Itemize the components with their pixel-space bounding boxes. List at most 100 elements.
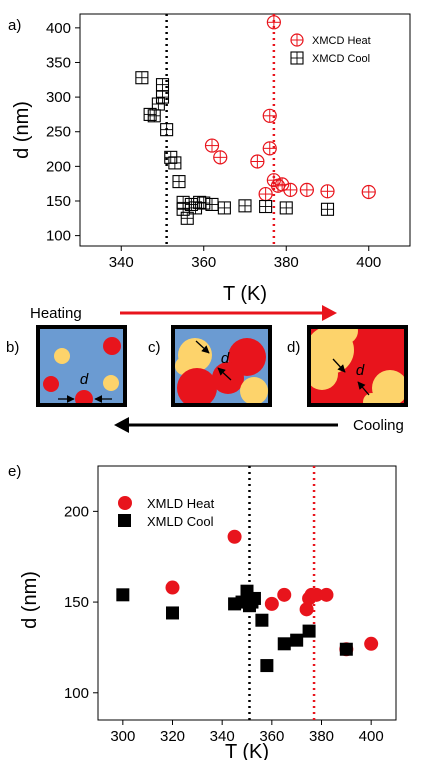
xmld-cool-point <box>116 588 130 602</box>
x-tick-label: 400 <box>356 254 381 271</box>
panel-e-legend: XMLD Heat XMLD Cool <box>118 496 215 529</box>
panel-e-label: e) <box>8 463 21 480</box>
x-tick-label: 320 <box>160 728 185 745</box>
legend-xmcd-cool-label: XMCD Cool <box>312 53 370 65</box>
y-tick-label: 150 <box>64 594 89 611</box>
x-tick-label: 360 <box>259 728 284 745</box>
xmld-heat-point <box>264 596 279 611</box>
xmld-cool-point <box>247 591 261 605</box>
y-tick-label: 350 <box>46 54 71 71</box>
panel-e-xlabel: T (K) <box>225 741 269 760</box>
schematic-d-label: d) <box>287 339 300 356</box>
heating-indicator: Heating <box>30 305 337 322</box>
schematic-c-d-label: d <box>221 350 230 367</box>
xmld-cool-series <box>116 584 353 673</box>
schematic-panel-b: b) d <box>6 325 127 407</box>
legend-xmld-cool-label: XMLD Cool <box>147 514 214 529</box>
xmld-heat-point <box>309 587 324 602</box>
legend-xmld-cool-marker <box>118 514 131 527</box>
xmcd-cool-point <box>180 211 194 225</box>
xmcd-cool-series <box>135 71 335 225</box>
y-tick-label: 100 <box>46 228 71 245</box>
xmcd-heat-point <box>213 150 228 165</box>
panel-a-xlabel: T (K) <box>223 283 267 305</box>
xmld-heat-point <box>299 602 314 617</box>
xmld-cool-point <box>290 633 304 647</box>
xmcd-cool-point <box>155 90 170 104</box>
heating-arrow-head <box>322 305 337 321</box>
xmld-cool-point <box>277 637 291 651</box>
y-tick-label: 400 <box>46 20 71 37</box>
xmcd-cool-point <box>259 199 273 214</box>
schematic-d-frame <box>307 325 408 407</box>
xmcd-cool-point <box>151 97 165 111</box>
xmcd-cool-point <box>168 156 182 170</box>
xmld-cool-point <box>166 606 179 620</box>
cooling-label: Cooling <box>353 417 404 434</box>
cooling-indicator: Cooling <box>114 417 404 434</box>
panel-e-ylabel: d (nm) <box>19 571 41 629</box>
xmcd-heat-point <box>262 141 277 156</box>
xmcd-heat-point <box>258 186 273 202</box>
x-tick-label: 360 <box>191 254 216 271</box>
x-tick-label: 380 <box>309 728 334 745</box>
xmld-heat-point <box>364 636 379 651</box>
schematic-b-label: b) <box>6 339 19 356</box>
panel-a-chart: a) 340 360 380 400 100 150 200 250 300 350 400 T (… <box>8 13 411 305</box>
y-tick-label: 200 <box>46 158 71 175</box>
x-tick-label: 340 <box>210 728 235 745</box>
panel-e-chart: e) 300 320 340 360 380 400 100 150 200 T (K) d (… <box>8 463 397 760</box>
schematic-b-frame <box>36 325 127 407</box>
xmcd-cool-point <box>217 201 231 215</box>
y-tick-label: 300 <box>46 89 71 106</box>
schematic-c-label: c) <box>148 339 161 356</box>
xmcd-cool-point <box>238 199 252 213</box>
y-tick-label: 250 <box>46 124 71 141</box>
xmcd-heat-point <box>320 184 335 199</box>
xmcd-cool-point <box>135 71 149 85</box>
xmcd-cool-point <box>160 123 174 137</box>
schematic-d-d-label: d <box>356 362 365 379</box>
schematic-c-frame <box>171 325 272 407</box>
x-tick-label: 380 <box>274 254 299 271</box>
xmcd-heat-point <box>250 154 265 169</box>
panel-a-legend: XMCD Heat XMCD Cool <box>290 33 371 65</box>
legend-xmld-heat-marker <box>118 496 132 510</box>
schematic-panel-c: c) d <box>148 325 272 407</box>
heating-label: Heating <box>30 305 82 322</box>
x-tick-label: 400 <box>359 728 384 745</box>
xmcd-heat-series <box>204 15 376 202</box>
xmcd-cool-point <box>143 107 157 121</box>
xmld-cool-point <box>302 624 316 638</box>
y-tick-label: 200 <box>64 503 89 520</box>
xmld-cool-point <box>255 613 269 627</box>
schematic-panel-d: d) d <box>287 325 408 407</box>
xmcd-cool-point <box>279 201 293 215</box>
xmcd-heat-point <box>361 184 376 200</box>
schematic-b-d-label: d <box>80 371 89 388</box>
xmld-heat-point <box>165 580 180 595</box>
xmcd-heat-point <box>299 182 314 198</box>
y-tick-label: 100 <box>64 685 89 702</box>
xmld-cool-point <box>339 642 353 656</box>
panel-e-frame <box>97 465 397 721</box>
legend-xmcd-heat-label: XMCD Heat <box>312 35 371 47</box>
xmld-heat-series <box>165 529 379 657</box>
cooling-arrow-head <box>114 417 129 433</box>
panel-a-ylabel: d (nm) <box>11 101 33 159</box>
xmcd-cool-point <box>320 202 335 216</box>
xmcd-heat-point <box>283 182 298 198</box>
legend-xmcd-heat-marker <box>290 33 304 47</box>
xmcd-cool-point <box>172 175 186 189</box>
y-tick-label: 150 <box>46 193 71 210</box>
panel-a-label: a) <box>8 17 21 34</box>
xmld-heat-point <box>277 587 292 602</box>
xmcd-heat-point <box>262 108 277 123</box>
xmcd-heat-point <box>204 138 220 153</box>
panel-a-frame <box>79 13 411 247</box>
x-tick-label: 300 <box>110 728 135 745</box>
xmcd-cool-point <box>197 196 211 210</box>
xmld-heat-point <box>319 587 334 602</box>
x-tick-label: 340 <box>109 254 134 271</box>
